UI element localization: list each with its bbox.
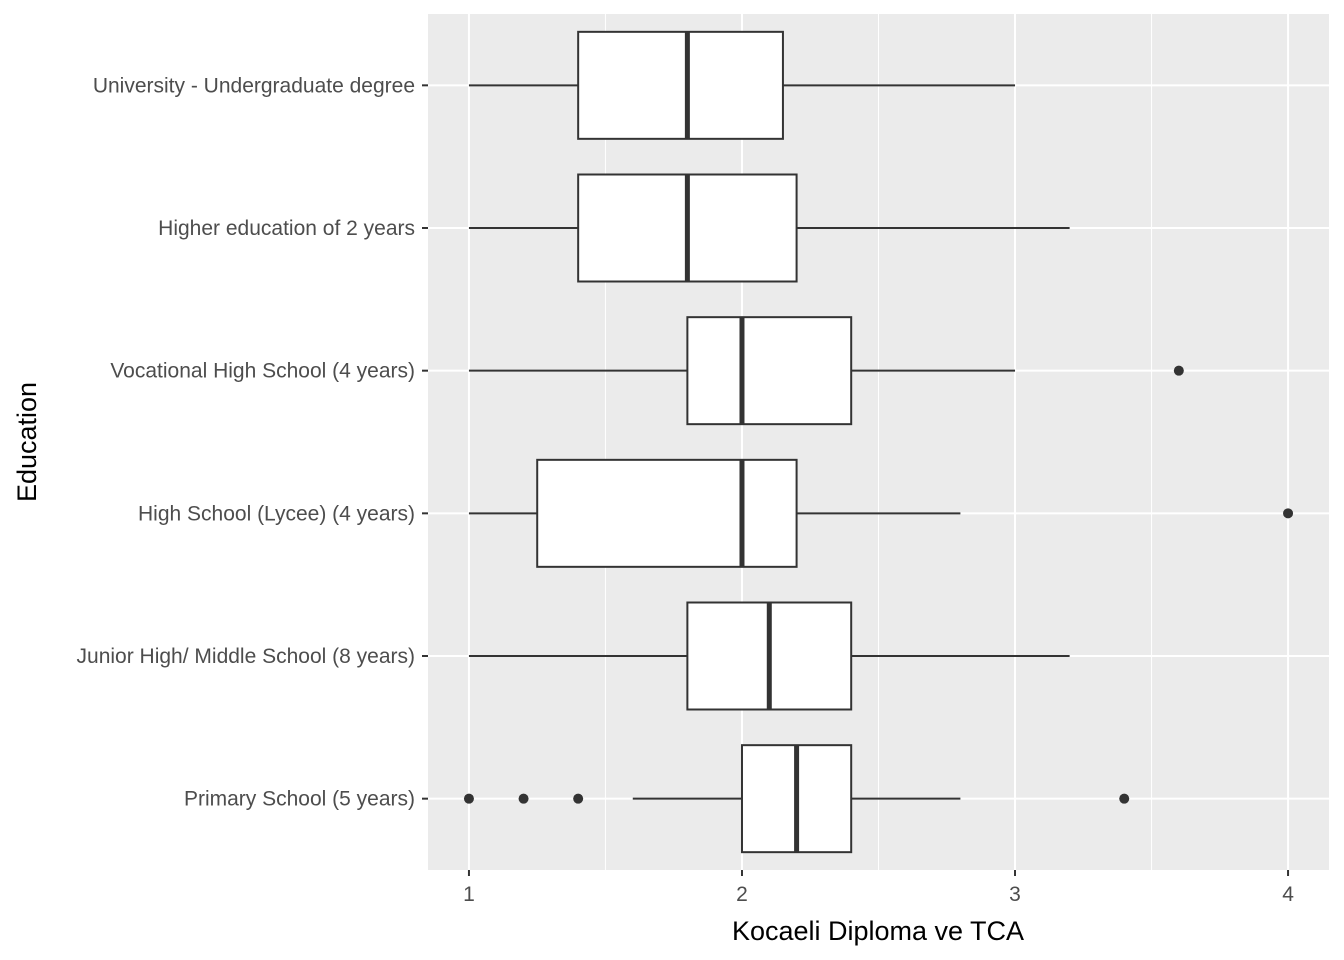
x-tick-label: 4 [1282,883,1294,906]
y-tick-label: Junior High/ Middle School (8 years) [77,645,415,668]
outlier-point [573,793,584,804]
x-tick-label: 3 [1009,883,1021,906]
box-marks [463,30,1294,854]
y-tick-label: Primary School (5 years) [184,788,415,811]
box-group [468,316,1184,426]
outlier-point [1119,793,1130,804]
outlier-point [1283,508,1294,519]
box-group [468,30,1016,140]
x-axis: 1 2 3 4 [463,870,1294,906]
box-group [463,744,1130,854]
box-group [468,458,1294,568]
outlier-point [463,793,474,804]
iqr-box [536,458,798,568]
x-axis-title: Kocaeli Diploma ve TCA [732,916,1024,946]
outlier-point [518,793,529,804]
y-tick-label: Vocational High School (4 years) [110,360,415,383]
x-tick-label: 1 [463,883,475,906]
iqr-box [686,316,853,426]
outlier-point [1173,365,1184,376]
y-tick-label: University - Undergraduate degree [93,74,415,97]
y-axis: Primary School (5 years) Junior High/ Mid… [77,74,428,811]
x-tick-label: 2 [736,883,748,906]
y-tick-label: High School (Lycee) (4 years) [138,502,415,525]
box-group [468,173,1070,283]
y-axis-title: Education [12,382,42,502]
iqr-box [577,30,784,140]
y-tick-label: Higher education of 2 years [158,217,415,240]
box-group [468,601,1070,711]
